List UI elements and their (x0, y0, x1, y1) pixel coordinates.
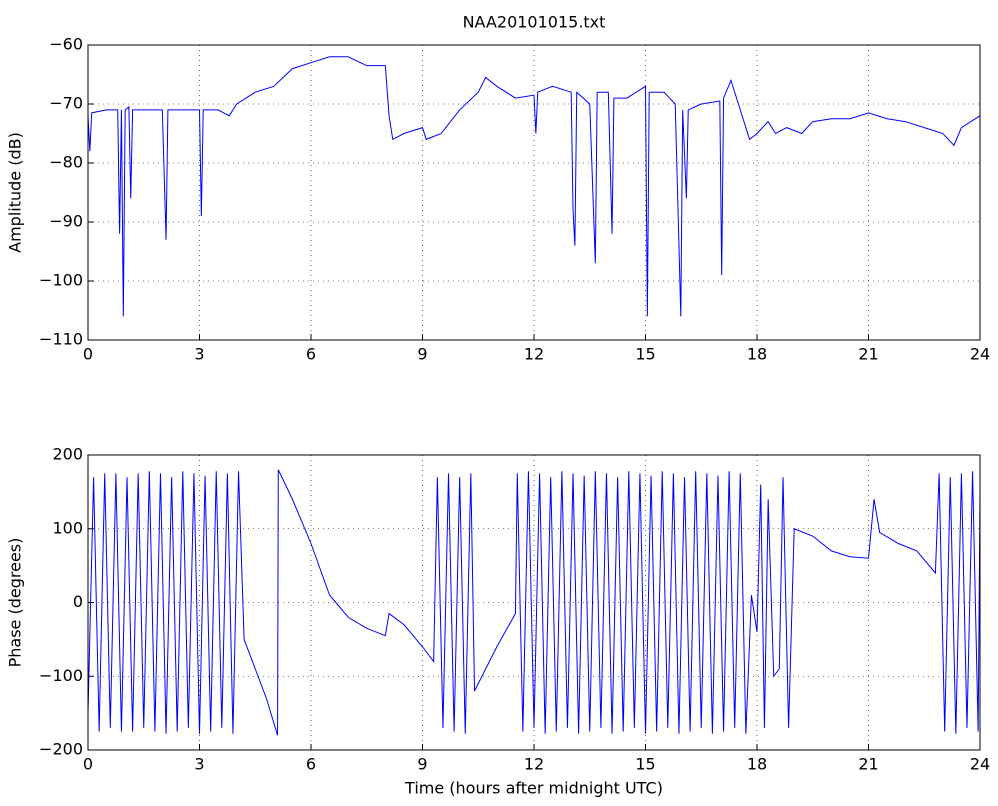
x-tick-label: 6 (306, 345, 316, 364)
x-tick-label: 18 (747, 755, 767, 774)
y-tick-label: 200 (52, 445, 83, 464)
y-tick-label: −80 (49, 153, 83, 172)
y-tick-label: −100 (39, 271, 83, 290)
y-tick-label: −200 (39, 740, 83, 759)
x-tick-label: 12 (524, 755, 544, 774)
y-tick-label: −100 (39, 666, 83, 685)
x-tick-label: 12 (524, 345, 544, 364)
x-tick-label: 15 (635, 755, 655, 774)
x-tick-label: 15 (635, 345, 655, 364)
y-tick-label: 0 (73, 592, 83, 611)
x-tick-label: 3 (194, 345, 204, 364)
x-tick-label: 24 (970, 345, 990, 364)
x-tick-label: 3 (194, 755, 204, 774)
x-tick-label: 0 (83, 345, 93, 364)
x-axis-label: Time (hours after midnight UTC) (404, 779, 663, 798)
x-tick-label: 9 (417, 755, 427, 774)
x-tick-label: 24 (970, 755, 990, 774)
y-tick-label: −90 (49, 212, 83, 231)
y-tick-label: −60 (49, 35, 83, 54)
data-line (87, 56, 981, 317)
y-tick-label: −110 (39, 330, 83, 349)
y-tick-label: −70 (49, 94, 83, 113)
y-axis-label: Amplitude (dB) (6, 132, 25, 253)
x-tick-label: 0 (83, 755, 93, 774)
x-tick-label: 6 (306, 755, 316, 774)
chart-title: NAA20101015.txt (463, 13, 606, 32)
y-tick-label: 100 (52, 518, 83, 537)
axes-box (87, 44, 981, 341)
x-tick-label: 21 (858, 345, 878, 364)
axes-box (87, 454, 981, 751)
data-line (87, 469, 981, 736)
x-tick-label: 9 (417, 345, 427, 364)
x-tick-label: 21 (858, 755, 878, 774)
x-tick-label: 18 (747, 345, 767, 364)
y-axis-label: Phase (degrees) (6, 538, 25, 668)
